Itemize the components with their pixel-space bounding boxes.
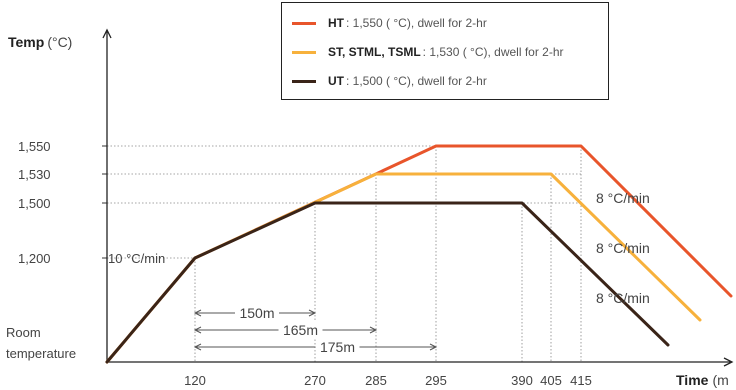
x-axis-title: Time (m <box>676 372 729 388</box>
legend-desc: : 1,500 ( °C), dwell for 2-hr <box>346 74 487 88</box>
y-origin-label-line1: Room <box>6 325 41 340</box>
span-arrow-left-1 <box>193 326 202 334</box>
legend-item-st: ST, STML, TSML : 1,530 ( °C), dwell for … <box>292 42 564 62</box>
y-tick-label: 1,200 <box>18 251 51 266</box>
y-origin-label-line2: temperature <box>6 346 76 361</box>
y-tick-label: 1,530 <box>18 167 51 182</box>
x-tick-label: 405 <box>540 373 562 388</box>
x-tick-label: 415 <box>570 373 592 388</box>
legend-desc: : 1,550 ( °C), dwell for 2-hr <box>346 16 487 30</box>
legend-name: ST, STML, TSML <box>328 45 421 59</box>
x-tick-label: 270 <box>304 373 326 388</box>
x-tick-label: 285 <box>365 373 387 388</box>
span-arrow-right-1 <box>369 326 378 334</box>
legend-item-ht: HT : 1,550 ( °C), dwell for 2-hr <box>292 13 487 33</box>
x-axis-title-name: Time <box>676 372 709 388</box>
y-axis-title: Temp (°C) <box>8 34 72 50</box>
y-axis-title-unit: (°C) <box>47 34 72 50</box>
cooling-rate-label-1: 8 °C/min <box>596 240 650 256</box>
heating-rate-label: 10 °C/min <box>108 251 165 266</box>
x-axis-arrow <box>723 357 734 367</box>
legend-swatch-ut <box>292 79 316 83</box>
span-label-2: 175m <box>320 339 355 355</box>
legend-desc: : 1,530 ( °C), dwell for 2-hr <box>422 45 564 59</box>
legend-swatch-ht <box>292 21 316 25</box>
span-arrow-left-0 <box>193 309 202 317</box>
axes <box>102 28 734 367</box>
y-tick-label: 1,500 <box>18 196 51 211</box>
legend: HT : 1,550 ( °C), dwell for 2-hr ST, STM… <box>281 2 609 100</box>
gridlines <box>107 145 582 362</box>
y-axis-title-name: Temp <box>8 34 44 50</box>
span-arrow-right-2 <box>429 343 438 351</box>
span-label-bg-2 <box>315 338 360 355</box>
cooling-rate-label-2: 8 °C/min <box>596 290 650 306</box>
x-tick-label: 390 <box>511 373 533 388</box>
annotations: 10 °C/min 8 °C/min 8 °C/min 8 °C/min 150m 165… <box>108 190 650 355</box>
legend-item-ut: UT : 1,500 ( °C), dwell for 2-hr <box>292 71 487 91</box>
series-line-2 <box>105 201 670 364</box>
legend-swatch-st <box>292 50 316 54</box>
y-tick-label: 1,550 <box>18 139 51 154</box>
y-axis-arrow <box>102 28 112 39</box>
span-arrow-left-2 <box>193 343 202 351</box>
span-arrow-right-0 <box>308 309 317 317</box>
axis-labels: 1,200 1,500 1,530 1,550 120 270 285 295 390 405 41… <box>6 34 729 388</box>
span-label-bg-0 <box>235 304 279 321</box>
legend-name: HT <box>328 16 344 30</box>
x-axis-title-unit: (m <box>712 372 728 388</box>
span-label-bg-1 <box>278 321 323 338</box>
series-lines <box>105 144 733 364</box>
span-label-0: 150m <box>239 305 274 321</box>
span-label-1: 165m <box>283 322 318 338</box>
x-tick-label: 120 <box>184 373 206 388</box>
x-tick-label: 295 <box>425 373 447 388</box>
cooling-rate-label-0: 8 °C/min <box>596 190 650 206</box>
legend-name: UT <box>328 74 344 88</box>
